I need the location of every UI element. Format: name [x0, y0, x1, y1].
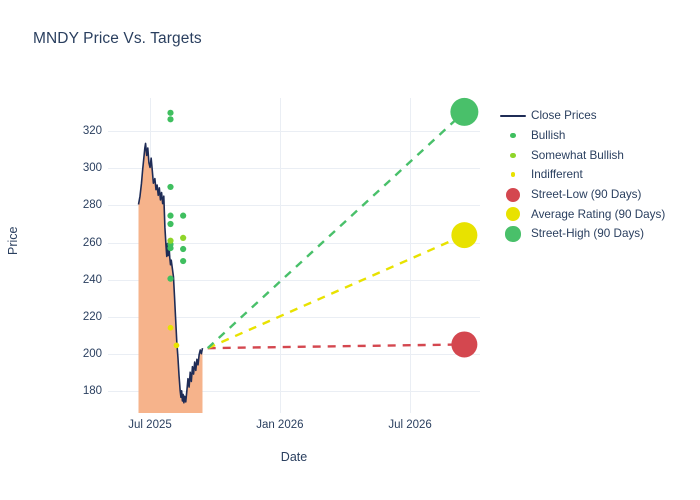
- gridline-x-1: [279, 98, 281, 413]
- legend-dot-swatch: [510, 132, 516, 139]
- legend-item-label: Close Prices: [531, 109, 597, 123]
- legend-item-label: Average Rating (90 Days): [531, 207, 666, 221]
- x-axis-title: Date: [280, 450, 308, 464]
- legend-symbol-dot: [497, 132, 529, 139]
- legend-symbol-dot: [497, 226, 529, 242]
- y-tick-label: 320: [82, 125, 102, 138]
- legend-item-label: Street-High (90 Days): [531, 227, 645, 241]
- legend-item[interactable]: Indifferent: [497, 165, 697, 185]
- gridline-y-3: [108, 242, 480, 244]
- gridline-y-2: [108, 205, 480, 207]
- legend-dot-swatch: [510, 172, 516, 178]
- plot-area: [108, 98, 480, 413]
- legend-symbol-dot: [497, 152, 529, 158]
- x-tick-label: Jul 2025: [128, 419, 172, 431]
- x-axis-ticks: Jul 2025 Jan 2026 Jul 2026: [108, 419, 480, 439]
- y-tick-label: 260: [82, 236, 102, 249]
- y-tick-label: 240: [82, 273, 102, 286]
- gridline-y-1: [108, 168, 480, 170]
- legend-item[interactable]: Average Rating (90 Days): [497, 204, 697, 224]
- legend-symbol-dot: [497, 187, 529, 202]
- legend: Close Prices Bullish Somewhat Bullish Indif…: [497, 106, 697, 244]
- legend-item[interactable]: Street-High (90 Days): [497, 224, 697, 244]
- legend-dot-swatch: [505, 207, 521, 222]
- legend-dot-swatch: [510, 152, 516, 158]
- gridline-x-2: [410, 98, 412, 413]
- y-tick-label: 200: [82, 347, 102, 360]
- legend-item-label: Street-Low (90 Days): [531, 188, 642, 202]
- x-tick-label: Jul 2026: [388, 419, 432, 431]
- legend-symbol-line: [497, 114, 529, 118]
- legend-item-label: Bullish: [531, 129, 566, 143]
- legend-item[interactable]: Street-Low (90 Days): [497, 185, 697, 205]
- y-axis-title: Price: [6, 226, 20, 255]
- legend-dot-swatch: [505, 226, 521, 242]
- x-tick-label: Jan 2026: [256, 419, 304, 431]
- page-title: MNDY Price Vs. Targets: [33, 30, 202, 47]
- legend-symbol-dot: [497, 172, 529, 178]
- legend-item[interactable]: Somewhat Bullish: [497, 145, 697, 165]
- y-tick-label: 180: [82, 384, 102, 397]
- y-tick-label: 300: [82, 162, 102, 175]
- y-tick-label: 220: [82, 310, 102, 323]
- legend-symbol-dot: [497, 207, 529, 222]
- gridline-y-4: [108, 279, 480, 281]
- y-tick-label: 280: [82, 199, 102, 212]
- y-axis-ticks: 320 300 280 260 240 220 200 180: [58, 98, 102, 413]
- legend-item[interactable]: Close Prices: [497, 106, 697, 126]
- legend-line-swatch: [500, 114, 526, 118]
- gridline-y-7: [108, 390, 480, 392]
- legend-item-label: Indifferent: [531, 168, 583, 182]
- legend-dot-swatch: [505, 187, 521, 202]
- legend-item[interactable]: Bullish: [497, 126, 697, 146]
- gridline-y-0: [108, 131, 480, 133]
- gridline-y-5: [108, 316, 480, 318]
- legend-item-label: Somewhat Bullish: [531, 148, 624, 162]
- gridline-x-0: [150, 98, 152, 413]
- gridline-y-6: [108, 353, 480, 355]
